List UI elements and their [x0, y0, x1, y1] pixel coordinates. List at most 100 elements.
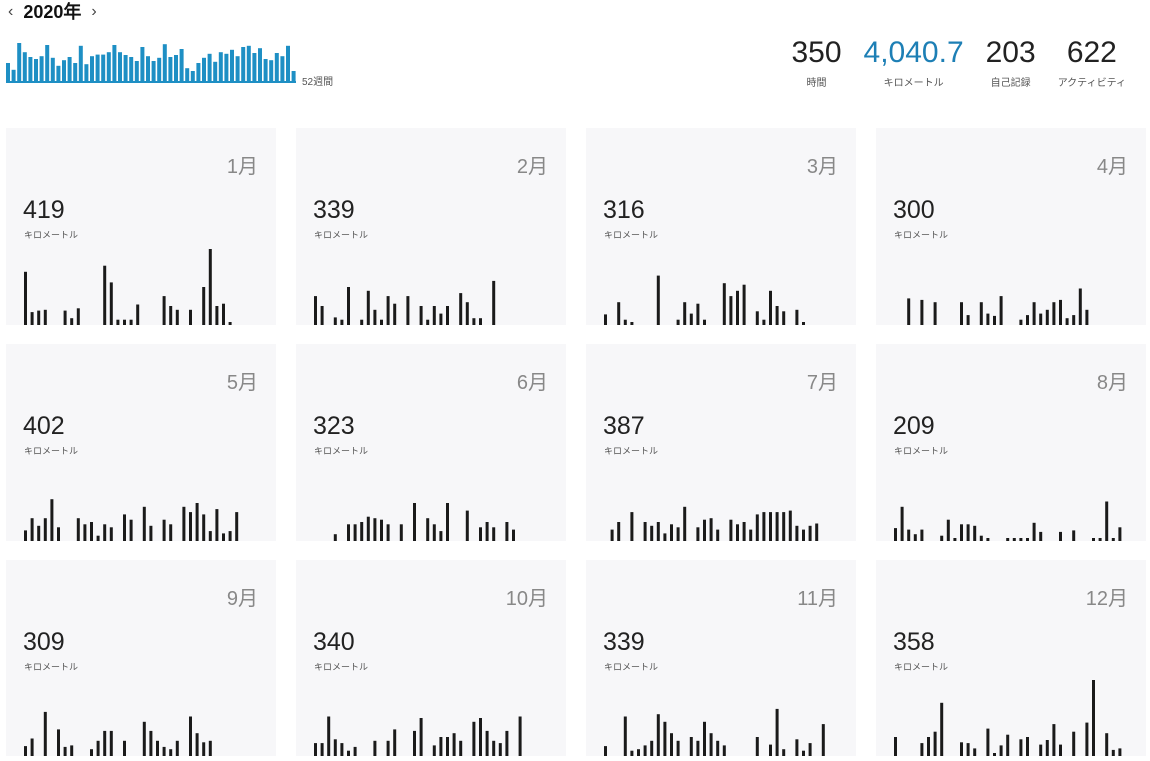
- daily-bar: [630, 322, 634, 325]
- month-card-jan[interactable]: 1月 419 キロメートル: [6, 128, 276, 325]
- daily-bar: [96, 740, 100, 756]
- month-card-mar[interactable]: 3月 316 キロメートル: [586, 128, 856, 325]
- daily-bar: [1039, 531, 1043, 541]
- month-card-sep[interactable]: 9月 309 キロメートル: [6, 560, 276, 756]
- daily-bar: [175, 309, 179, 325]
- weekly-bar: [84, 64, 89, 81]
- daily-bar: [215, 509, 219, 541]
- month-distance-unit: キロメートル: [604, 446, 659, 456]
- weekly-bars: [6, 43, 296, 83]
- daily-bar: [1059, 744, 1062, 756]
- daily-distance-chart: [604, 708, 825, 756]
- month-label: 7月: [806, 372, 838, 394]
- daily-bar: [228, 322, 232, 325]
- daily-bar: [1052, 724, 1056, 756]
- daily-bar: [993, 753, 996, 756]
- daily-bar: [716, 529, 720, 541]
- daily-bar: [762, 319, 766, 325]
- daily-bar: [894, 737, 897, 756]
- month-card-nov[interactable]: 11月 339 キロメートル: [586, 560, 856, 756]
- daily-bar: [63, 310, 67, 325]
- daily-bar: [637, 749, 640, 756]
- daily-bar: [683, 302, 687, 325]
- daily-bar: [446, 737, 449, 756]
- weekly-bar: [241, 47, 246, 81]
- total-value: 622: [1066, 36, 1117, 69]
- daily-bar: [1032, 522, 1036, 541]
- daily-bar: [347, 524, 350, 541]
- daily-bar: [940, 535, 944, 541]
- daily-bar: [979, 535, 983, 541]
- month-label: 5月: [226, 372, 258, 394]
- daily-bar: [1039, 744, 1043, 756]
- daily-bar: [802, 322, 805, 325]
- daily-bar: [1092, 680, 1095, 756]
- month-card-dec[interactable]: 12月 358 キロメートル: [876, 560, 1146, 756]
- daily-bar: [1105, 733, 1109, 756]
- daily-bar: [1026, 315, 1029, 325]
- daily-bar: [208, 249, 212, 325]
- daily-bar: [610, 529, 614, 541]
- weekly-bar: [274, 53, 279, 81]
- weekly-bar: [50, 57, 55, 81]
- daily-bar: [775, 708, 779, 756]
- weekly-bar: [190, 71, 195, 81]
- daily-bar: [999, 296, 1003, 325]
- daily-bar: [459, 293, 463, 325]
- daily-bar: [479, 718, 482, 756]
- month-label: 10月: [505, 588, 548, 610]
- weekly-bar: [17, 43, 22, 81]
- daily-bar: [57, 527, 60, 541]
- daily-bar: [979, 302, 983, 325]
- month-card-jul[interactable]: 7月 387 キロメートル: [586, 344, 856, 541]
- weekly-bar: [22, 52, 27, 81]
- weekly-bar: [129, 57, 134, 81]
- daily-bar: [465, 510, 469, 541]
- daily-bar: [222, 303, 225, 325]
- daily-bar: [37, 525, 41, 541]
- daily-bar: [386, 740, 390, 756]
- month-card-oct[interactable]: 10月 340 キロメートル: [296, 560, 566, 756]
- daily-bar: [920, 299, 924, 325]
- daily-bar: [333, 739, 337, 756]
- month-card-feb[interactable]: 2月 339 キロメートル: [296, 128, 566, 325]
- weekly-bar: [230, 49, 234, 81]
- weekly-bar: [280, 56, 285, 81]
- daily-bar: [492, 740, 496, 756]
- daily-bar: [1006, 734, 1010, 756]
- daily-bar: [57, 729, 60, 756]
- daily-bar: [129, 519, 133, 541]
- daily-bar: [1032, 302, 1036, 325]
- weekly-bar: [140, 47, 145, 81]
- weekly-bar: [252, 53, 257, 81]
- month-label: 8月: [1096, 372, 1128, 394]
- chevron-left-icon[interactable]: ‹: [8, 3, 14, 20]
- daily-bar: [782, 311, 786, 325]
- weekly-bar: [174, 55, 178, 81]
- month-card-apr[interactable]: 4月 300 キロメートル: [876, 128, 1146, 325]
- daily-bar: [189, 716, 192, 756]
- daily-bar: [986, 728, 990, 756]
- daily-bar: [43, 711, 47, 756]
- daily-bar: [973, 748, 977, 756]
- daily-bar: [314, 296, 317, 325]
- daily-bar: [156, 740, 159, 756]
- daily-bar: [703, 721, 706, 756]
- weekly-bar: [112, 45, 117, 81]
- daily-bar: [37, 310, 41, 325]
- daily-bar: [782, 749, 786, 756]
- daily-bar: [736, 524, 739, 541]
- daily-bar: [795, 525, 799, 541]
- month-distance: 309: [23, 628, 65, 656]
- weekly-bar: [39, 56, 44, 81]
- chevron-right-icon[interactable]: ›: [91, 3, 97, 20]
- month-card-may[interactable]: 5月 402 キロメートル: [6, 344, 276, 541]
- weekly-bar: [95, 54, 100, 81]
- daily-bar: [465, 302, 469, 325]
- year-summary-header: ‹ 2020年 › 52週間 350 時間 4,040.7 キロメートル 203…: [0, 0, 1150, 110]
- weekly-bar: [11, 69, 16, 81]
- month-card-jun[interactable]: 6月 323 キロメートル: [296, 344, 566, 541]
- daily-bar: [676, 319, 680, 325]
- daily-bar: [327, 716, 331, 756]
- month-card-aug[interactable]: 8月 209 キロメートル: [876, 344, 1146, 541]
